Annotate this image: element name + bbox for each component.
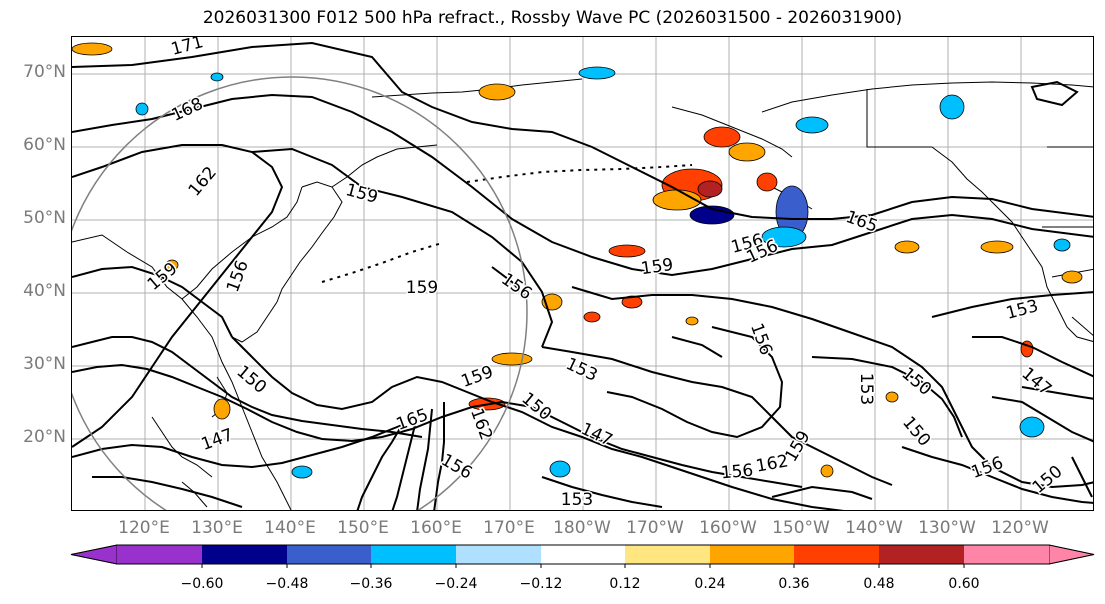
colorbar-swatch — [625, 545, 710, 564]
colorbar-swatch — [202, 545, 287, 564]
longitude-label: 140°E — [264, 518, 316, 538]
longitude-label: 130°E — [191, 518, 243, 538]
map-title: 2026031300 F012 500 hPa refract., Rossby… — [202, 8, 903, 28]
contour-label: 159 — [640, 255, 675, 279]
colorbar-extend-low — [70, 544, 118, 565]
longitude-label: 180°W — [553, 518, 611, 538]
colorbar-swatch — [541, 545, 625, 564]
colorbar-swatch — [710, 545, 794, 564]
longitude-label: 120°W — [991, 518, 1049, 538]
colorbar-swatch — [456, 545, 541, 564]
longitude-label: 150°E — [337, 518, 389, 538]
longitude-label: 140°W — [845, 518, 903, 538]
colorbar-tick-label: 0.48 — [863, 576, 895, 592]
longitude-label: 160°W — [699, 518, 757, 538]
colorbar-tick-label: −0.36 — [349, 576, 393, 592]
colorbar-tick-label: 0.60 — [948, 576, 980, 592]
contour-label: 153 — [856, 373, 876, 405]
colorbar-tick-label: 0.36 — [778, 576, 810, 592]
contour-label: 156 — [720, 461, 754, 484]
colorbar-tick-label: −0.48 — [265, 576, 309, 592]
colorbar-swatch — [371, 545, 456, 564]
latitude-label: 50°N — [23, 208, 66, 228]
latitude-label: 60°N — [23, 135, 66, 155]
colorbar-extend-high — [1048, 544, 1095, 565]
longitude-label: 160°E — [410, 518, 462, 538]
rossby-circle — [72, 76, 528, 510]
longitude-label: 170°E — [483, 518, 535, 538]
colorbar-tick-label: −0.24 — [434, 576, 478, 592]
latitude-label: 70°N — [23, 62, 66, 82]
longitude-label: 150°W — [772, 518, 830, 538]
colorbar-tick-label: 0.12 — [609, 576, 641, 592]
latitude-label: 40°N — [23, 281, 66, 301]
colorbar-swatch — [117, 545, 202, 564]
colorbar-tick-label: −0.60 — [180, 576, 224, 592]
longitude-label: 170°W — [626, 518, 684, 538]
colorbar-swatch — [287, 545, 371, 564]
longitude-label: 120°E — [118, 518, 170, 538]
colorbar-swatch — [964, 545, 1049, 564]
colorbar-swatch — [794, 545, 879, 564]
longitude-label: 130°W — [918, 518, 976, 538]
latitude-label: 30°N — [23, 354, 66, 374]
latitude-label: 20°N — [23, 427, 66, 447]
refractivity-contours — [72, 41, 1093, 510]
map-panel: 171 168 162 159 159 156 159 156 156 150 147 159 165 1… — [71, 36, 1094, 511]
island-chain — [321, 164, 693, 283]
colorbar-tick-label: 0.24 — [694, 576, 726, 592]
contour-label: 153 — [561, 490, 593, 510]
colorbar-tick-label: −0.12 — [519, 576, 563, 592]
graticule — [72, 37, 1093, 510]
contour-label: 159 — [406, 278, 438, 298]
colorbar-swatch — [879, 545, 964, 564]
